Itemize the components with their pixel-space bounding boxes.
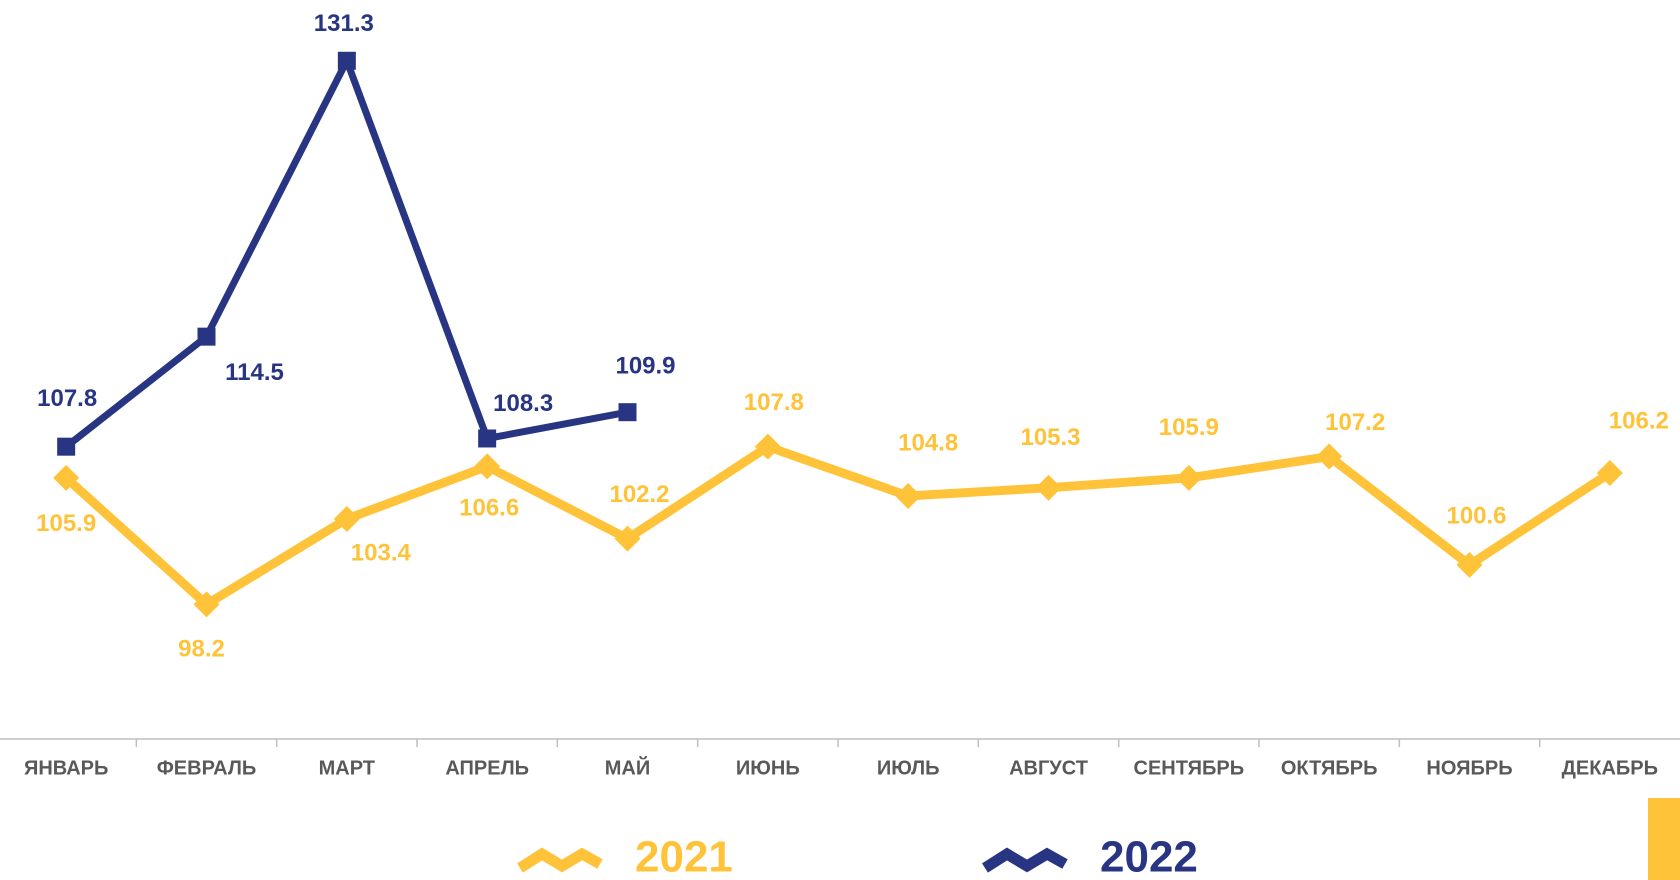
marker (1596, 459, 1623, 486)
marker (614, 525, 641, 552)
marker (53, 464, 80, 491)
data-label: 109.9 (615, 353, 675, 380)
marker (1456, 551, 1483, 578)
x-tick-label: ИЮНЬ (736, 757, 800, 779)
marker (197, 327, 216, 346)
legend-label: 2022 (1100, 833, 1198, 880)
x-tick-label: СЕНТЯБРЬ (1134, 757, 1245, 779)
data-label: 106.6 (459, 495, 519, 522)
data-label: 107.8 (37, 385, 97, 412)
data-label: 104.8 (898, 429, 958, 456)
marker (1035, 474, 1062, 501)
data-label: 114.5 (225, 359, 284, 386)
series-line (63, 441, 1613, 610)
x-tick-label: ЯНВАРЬ (24, 757, 108, 779)
data-label: 105.9 (36, 510, 96, 537)
marker (1316, 443, 1343, 470)
data-label: 103.4 (351, 539, 412, 566)
marker (333, 505, 360, 532)
data-label: 108.3 (493, 390, 553, 417)
data-label: 106.2 (1609, 407, 1669, 434)
data-label: 105.9 (1159, 414, 1219, 441)
x-tick-label: АПРЕЛЬ (445, 757, 529, 779)
x-tick-label: ДЕКАБРЬ (1562, 757, 1658, 779)
marker (618, 403, 637, 422)
x-tick-label: НОЯБРЬ (1426, 757, 1512, 779)
x-tick-label: АВГУСТ (1009, 757, 1088, 779)
data-label: 107.2 (1325, 409, 1385, 436)
data-label: 107.8 (744, 389, 804, 416)
marker (337, 51, 356, 70)
series-line (64, 52, 629, 450)
legend-label: 2021 (635, 833, 733, 880)
marker (193, 591, 220, 618)
x-tick-label: ИЮЛЬ (877, 757, 940, 779)
data-label: 98.2 (178, 636, 225, 663)
corner-decoration (1648, 798, 1680, 880)
marker (754, 433, 781, 460)
x-tick-label: МАРТ (319, 757, 375, 779)
marker (474, 453, 501, 480)
marker (1175, 464, 1202, 491)
marker (57, 437, 76, 456)
x-tick-label: ОКТЯБРЬ (1281, 757, 1378, 779)
x-tick-label: МАЙ (605, 755, 650, 779)
data-label: 105.3 (1020, 424, 1080, 451)
legend-icon (982, 847, 1068, 873)
data-label: 102.2 (609, 481, 669, 508)
data-label: 131.3 (314, 10, 374, 37)
marker (478, 429, 497, 448)
data-label: 100.6 (1446, 502, 1506, 529)
x-tick-label: ФЕВРАЛЬ (157, 757, 257, 779)
legend-icon (517, 847, 603, 873)
marker (895, 482, 922, 509)
